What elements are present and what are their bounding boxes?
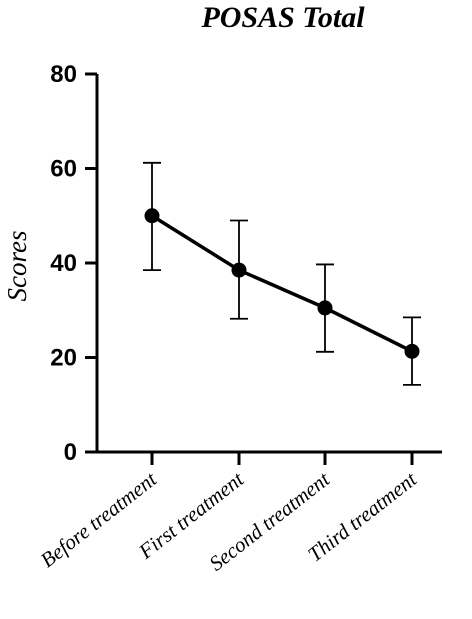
data-point <box>404 343 420 359</box>
data-point <box>231 262 247 278</box>
y-tick-label: 60 <box>50 156 77 183</box>
y-tick-label: 0 <box>64 439 77 466</box>
y-tick-label: 20 <box>50 345 77 372</box>
y-tick-label: 80 <box>50 61 77 88</box>
error-bars <box>143 161 421 386</box>
chart-title: POSAS Total <box>200 1 365 34</box>
y-axis-label: Scores <box>2 231 32 302</box>
data-points <box>144 208 420 359</box>
data-point <box>144 208 160 224</box>
data-point <box>317 300 333 316</box>
y-ticks: 0 20 40 60 80 <box>50 61 97 466</box>
y-tick-label: 40 <box>50 250 77 277</box>
series-line <box>151 214 413 353</box>
